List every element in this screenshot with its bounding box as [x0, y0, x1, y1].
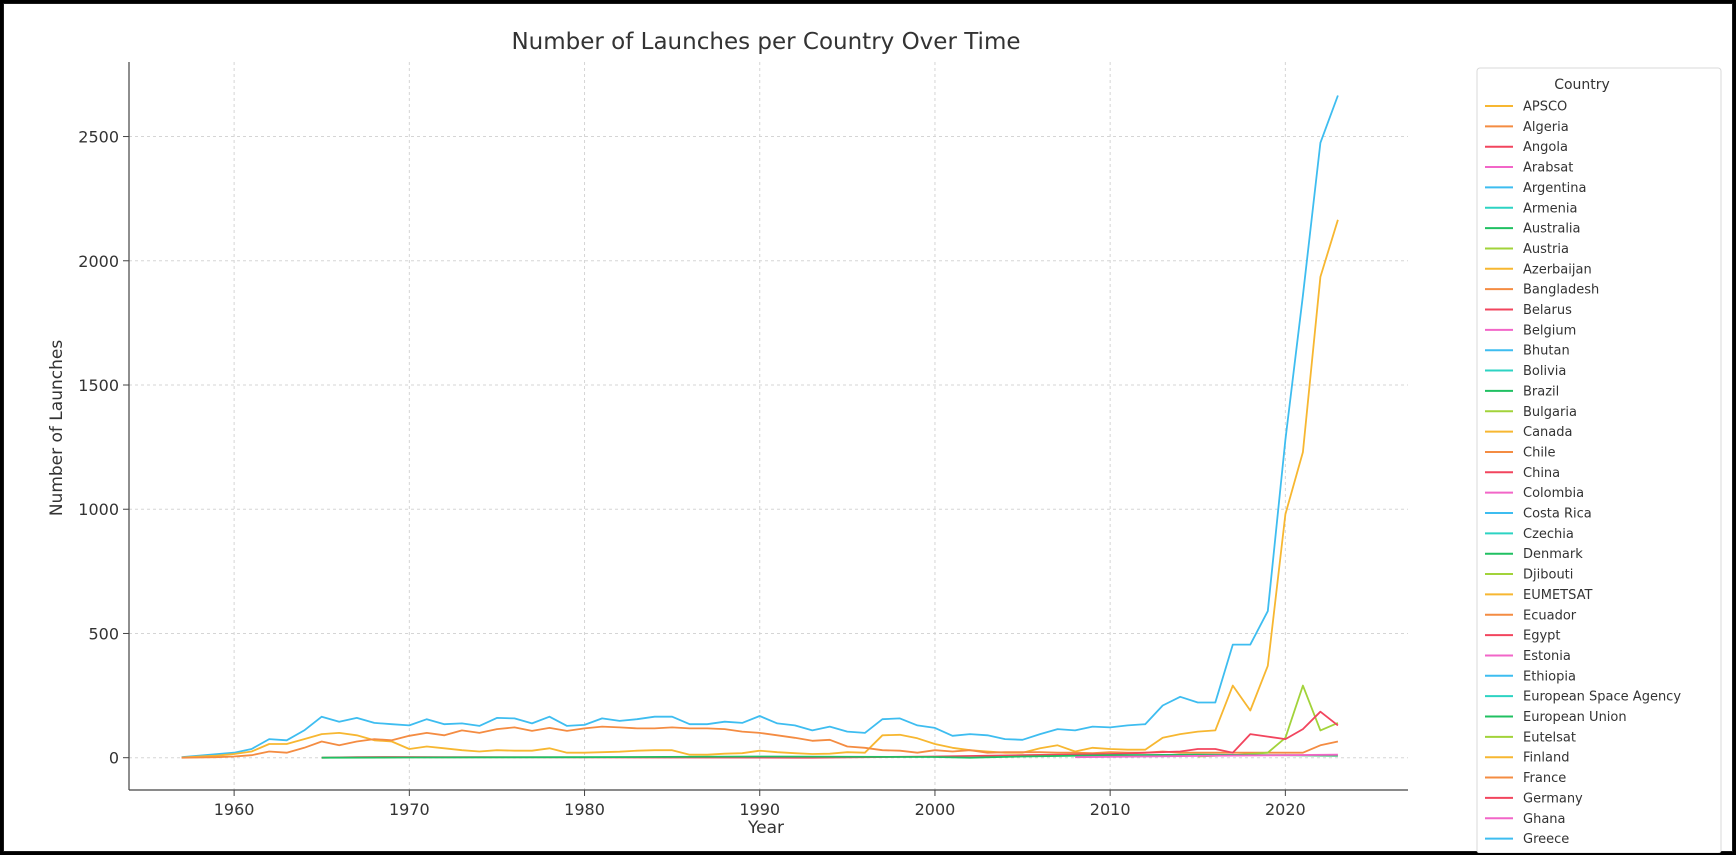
- legend-title: Country: [1554, 77, 1610, 93]
- axes: [128, 62, 1408, 791]
- legend-entry-label: Denmark: [1523, 547, 1583, 562]
- legend-entry-label: Angola: [1523, 140, 1568, 155]
- chart-title: Number of Launches per Country Over Time: [511, 29, 1020, 55]
- legend-entry-label: European Union: [1523, 710, 1627, 725]
- legend: Country APSCO Algeria Angola Arabsat Argenti…: [1476, 67, 1722, 853]
- line-chart: 1960 1970 1980 1990 2000 2010 2020 0 500 1000 1500…: [47, 29, 1722, 853]
- legend-entry-label: Djibouti: [1523, 568, 1573, 583]
- legend-entry-label: Chile: [1523, 445, 1556, 460]
- y-tick-label: 1500: [78, 376, 119, 395]
- chart-frame: 1960 1970 1980 1990 2000 2010 2020 0 500 1000 1500…: [3, 3, 1733, 853]
- y-tick-label: 2000: [78, 252, 119, 271]
- legend-entry-label: Ghana: [1523, 812, 1566, 827]
- x-tick-label: 2000: [915, 800, 956, 819]
- legend-entry-label: Belgium: [1523, 323, 1576, 338]
- series-line-argentina: [181, 95, 1339, 759]
- y-axis-label: Number of Launches: [47, 340, 67, 517]
- legend-entry-label: Ecuador: [1523, 608, 1577, 623]
- legend-entry-label: APSCO: [1523, 100, 1567, 115]
- legend-entry-label: Estonia: [1523, 649, 1571, 664]
- legend-entry-label: Colombia: [1523, 486, 1584, 501]
- y-tick-label: 1000: [78, 500, 119, 519]
- legend-entry-label: European Space Agency: [1523, 690, 1681, 705]
- legend-entry-label: Belarus: [1523, 303, 1572, 318]
- legend-entry-label: Bulgaria: [1523, 405, 1577, 420]
- legend-entry-label: Finland: [1523, 751, 1569, 766]
- legend-entry-label: China: [1523, 466, 1560, 481]
- legend-entry-label: Egypt: [1523, 629, 1561, 644]
- y-tick-label: 2500: [78, 128, 119, 147]
- ticks: 1960 1970 1980 1990 2000 2010 2020 0 500 1000 1500…: [78, 128, 1305, 819]
- y-tick-label: 0: [109, 749, 119, 768]
- grid: [129, 62, 1408, 790]
- x-tick-label: 1980: [564, 800, 605, 819]
- legend-entry-label: EUMETSAT: [1523, 588, 1592, 603]
- legend-entry-label: Bolivia: [1523, 364, 1566, 379]
- legend-entry-label: Bangladesh: [1523, 283, 1599, 298]
- y-tick-label: 500: [88, 624, 119, 643]
- series-lines: [181, 95, 1339, 759]
- legend-entry-label: France: [1523, 771, 1566, 786]
- x-tick-label: 2010: [1090, 800, 1131, 819]
- legend-entry-label: Germany: [1523, 791, 1583, 806]
- x-tick-label: 2020: [1265, 800, 1306, 819]
- legend-entry-label: Armenia: [1523, 201, 1578, 216]
- x-tick-label: 1960: [214, 800, 255, 819]
- x-axis-label: Year: [747, 818, 784, 838]
- series-line-azerbaijan: [181, 219, 1339, 759]
- legend-entry-label: Canada: [1523, 425, 1572, 440]
- legend-entry-label: Costa Rica: [1523, 507, 1592, 522]
- legend-entry-label: Brazil: [1523, 384, 1559, 399]
- x-tick-label: 1970: [389, 800, 430, 819]
- legend-entry-label: Eutelsat: [1523, 730, 1576, 745]
- legend-entry-label: Czechia: [1523, 527, 1574, 542]
- legend-entry-label: Australia: [1523, 222, 1581, 237]
- legend-entry-label: Argentina: [1523, 181, 1586, 196]
- x-tick-label: 1990: [739, 800, 780, 819]
- legend-entry-label: Greece: [1523, 832, 1569, 847]
- legend-entry-label: Arabsat: [1523, 161, 1573, 176]
- legend-entry-label: Azerbaijan: [1523, 262, 1592, 277]
- legend-box: [1476, 67, 1722, 853]
- series-line-belgium: [1075, 753, 1338, 759]
- legend-entry-label: Algeria: [1523, 120, 1569, 135]
- legend-entry-label: Ethiopia: [1523, 669, 1576, 684]
- legend-entry-label: Bhutan: [1523, 344, 1570, 359]
- legend-entry-label: Austria: [1523, 242, 1569, 257]
